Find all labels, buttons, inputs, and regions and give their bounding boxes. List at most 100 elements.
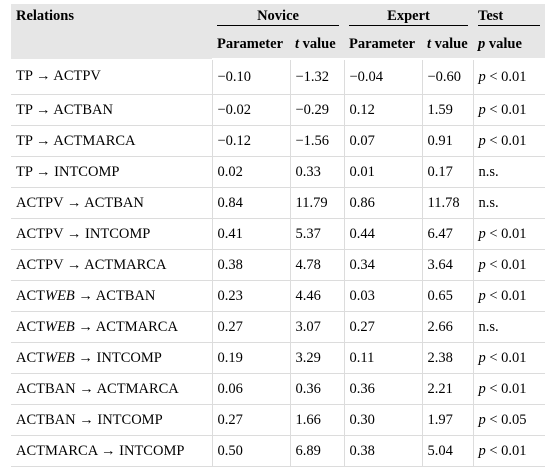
- p-value-text: < 0.01: [485, 101, 527, 118]
- relation-cell: ACTWEB → ACTBAN: [11, 280, 212, 312]
- expert-t-value: −0.60: [421, 59, 473, 95]
- novice-t-value: −1.32: [289, 59, 344, 95]
- arrow-icon: →: [36, 101, 51, 118]
- relation-target: INTCOMP: [97, 411, 163, 428]
- p-value-cell: p < 0.01: [472, 218, 545, 250]
- p-symbol: p: [478, 411, 486, 428]
- relation-target: ACTMARCA: [95, 318, 178, 335]
- p-value-text: < 0.01: [485, 349, 527, 366]
- expert-parameter: 0.03: [343, 280, 422, 312]
- relation-cell: TP → ACTPV: [11, 59, 212, 95]
- p-symbol: p: [478, 380, 486, 397]
- arrow-icon: →: [36, 68, 51, 84]
- p-symbol: p: [478, 225, 486, 242]
- novice-t-value: 4.78: [289, 249, 344, 281]
- expert-t-value: 0.65: [421, 280, 473, 312]
- arrow-icon: →: [66, 194, 82, 211]
- relation-cell: TP → ACTMARCA: [11, 125, 212, 157]
- p-value-cell: p < 0.01: [472, 373, 545, 405]
- p-value-text: < 0.01: [485, 68, 527, 85]
- relation-cell: ACTPV → ACTMARCA: [11, 249, 212, 281]
- novice-parameter: 0.19: [211, 342, 290, 374]
- relation-target: ACTMARCA: [84, 256, 167, 273]
- arrow-icon: →: [79, 380, 94, 397]
- expert-parameter: 0.38: [343, 435, 422, 467]
- novice-t-value: −0.29: [289, 94, 344, 126]
- relation-source: TP: [16, 101, 33, 118]
- expert-parameter: 0.01: [343, 156, 422, 188]
- header-p-value: p value: [473, 30, 545, 60]
- table-header: Relations Novice Expert Test Parameter t…: [11, 4, 545, 60]
- relation-cell: ACTBAN → INTCOMP: [11, 404, 212, 436]
- expert-t-value: 2.66: [421, 311, 473, 343]
- p-value-text: < 0.01: [485, 256, 527, 273]
- relation-source-italic: WEB: [45, 349, 75, 366]
- relation-source: TP: [16, 68, 33, 84]
- relation-source: ACT: [16, 318, 45, 335]
- novice-parameter: 0.27: [211, 311, 290, 343]
- table-row: TP → ACTBAN −0.02 −0.29 0.12 1.59 p < 0.01: [11, 94, 545, 126]
- relation-source: ACTPV: [16, 256, 64, 273]
- p-value-cell: n.s.: [472, 187, 545, 219]
- p-value-cell: p < 0.01: [472, 125, 545, 157]
- relation-target: ACTBAN: [95, 287, 156, 304]
- novice-t-value: 1.66: [289, 404, 344, 436]
- header-expert-label: Expert: [349, 8, 468, 26]
- relation-source-italic: WEB: [45, 287, 75, 304]
- relation-source: ACTBAN: [16, 380, 76, 397]
- novice-t-value: 0.33: [289, 156, 344, 188]
- p-value-text: < 0.01: [485, 380, 527, 397]
- relation-source: ACTMARCA: [16, 442, 98, 459]
- novice-t-value: 3.07: [289, 311, 344, 343]
- header-test: Test: [473, 4, 545, 30]
- table-row: TP → ACTPV −0.10 −1.32 −0.04 −0.60 p < 0.01: [11, 59, 545, 95]
- p-value-cell: p < 0.01: [472, 94, 545, 126]
- p-value-cell: p < 0.01: [472, 280, 545, 312]
- header-expert-t-value: t value: [422, 30, 473, 60]
- p-value-cell: p < 0.05: [472, 404, 545, 436]
- relation-target: INTCOMP: [96, 349, 162, 366]
- novice-t-value: 3.29: [289, 342, 344, 374]
- arrow-icon: →: [66, 256, 82, 273]
- p-value-text: < 0.01: [485, 442, 527, 459]
- relation-cell: TP → ACTBAN: [11, 94, 212, 126]
- relation-source: ACT: [16, 349, 45, 366]
- expert-parameter: 0.12: [343, 94, 422, 126]
- expert-parameter: 0.86: [343, 187, 422, 219]
- relation-cell: ACTWEB → INTCOMP: [11, 342, 212, 374]
- relation-source: TP: [16, 163, 33, 180]
- t-symbol: t: [295, 35, 300, 52]
- expert-t-value: 2.38: [421, 342, 473, 374]
- relation-target: INTCOMP: [119, 442, 185, 459]
- p-value-text: n.s.: [478, 163, 499, 180]
- expert-parameter: −0.04: [343, 59, 422, 95]
- p-symbol: p: [478, 349, 486, 366]
- p-value-cell: p < 0.01: [472, 59, 545, 95]
- p-value-text: < 0.05: [485, 411, 527, 428]
- table-row: ACTPV → ACTMARCA 0.38 4.78 0.34 3.64 p < 0.01: [11, 249, 545, 281]
- header-relations: Relations: [11, 4, 212, 59]
- header-novice: Novice: [212, 4, 344, 30]
- novice-t-value: 11.79: [289, 187, 344, 219]
- expert-parameter: 0.36: [343, 373, 422, 405]
- p-value-text: < 0.01: [485, 225, 527, 242]
- table-row: ACTBAN → INTCOMP 0.27 1.66 0.30 1.97 p < 0.05: [11, 404, 545, 436]
- p-value-cell: n.s.: [472, 156, 545, 188]
- table-row: TP → INTCOMP 0.02 0.33 0.01 0.17 n.s.: [11, 156, 545, 188]
- novice-parameter: 0.06: [211, 373, 290, 405]
- p-symbol: p: [478, 287, 486, 304]
- relation-target: ACTPV: [53, 68, 101, 84]
- expert-parameter: 0.27: [343, 311, 422, 343]
- header-test-label: Test: [478, 8, 540, 26]
- header-expert: Expert: [344, 4, 473, 30]
- novice-parameter: −0.10: [211, 59, 290, 95]
- relation-target: ACTBAN: [53, 101, 113, 118]
- table-row: ACTPV → INTCOMP 0.41 5.37 0.44 6.47 p < 0.01: [11, 218, 545, 250]
- expert-parameter: 0.44: [343, 218, 422, 250]
- p-symbol: p: [478, 35, 486, 52]
- relation-cell: ACTPV → INTCOMP: [11, 218, 212, 250]
- relation-cell: ACTMARCA → INTCOMP: [11, 435, 212, 467]
- relation-source-italic: WEB: [45, 318, 75, 335]
- value-word: value: [488, 35, 522, 52]
- arrow-icon: →: [101, 442, 116, 459]
